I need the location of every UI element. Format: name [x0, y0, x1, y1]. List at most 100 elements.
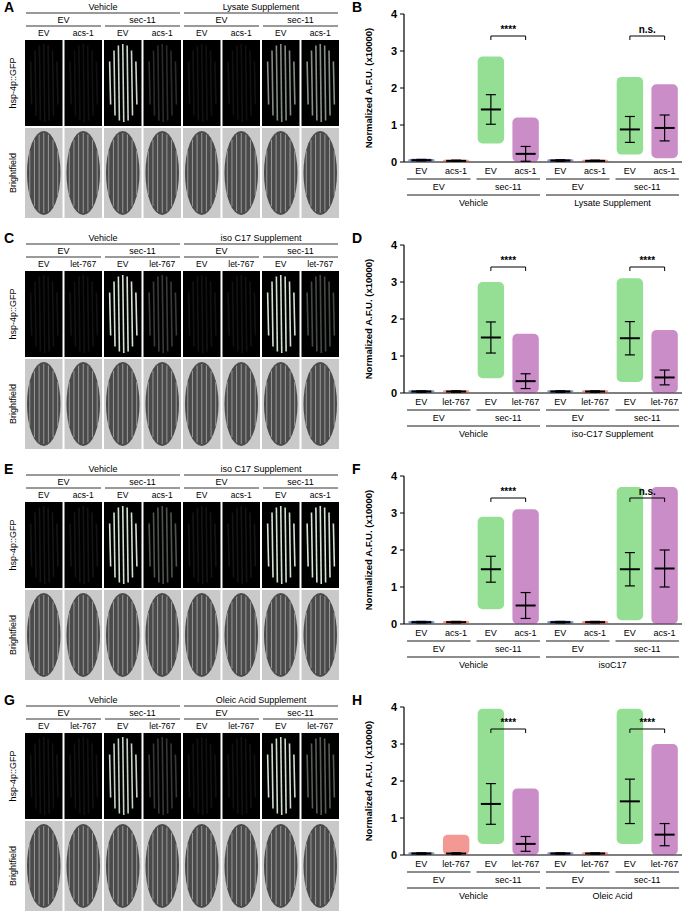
treatment-header: Lysate Supplement [223, 2, 300, 12]
gfp-worm [276, 739, 277, 814]
x-tick-label: EV [554, 397, 566, 407]
gfp-image [65, 40, 103, 126]
significance-bracket [491, 729, 526, 733]
significance-label: n.s. [639, 24, 656, 35]
group-line [407, 657, 540, 658]
y-tick [400, 245, 404, 246]
brightfield-worm [162, 826, 163, 906]
gfp-worm [70, 523, 71, 566]
gfp-worm [307, 292, 308, 335]
brightfield-worm [215, 613, 216, 657]
gfp-worm [281, 275, 282, 353]
brightfield-worm [108, 613, 109, 657]
distribution [408, 390, 434, 393]
rnai-header: sec-11 [129, 15, 155, 25]
gfp-worm [233, 282, 234, 347]
brightfield-worm [245, 597, 246, 674]
significance-label: **** [500, 486, 516, 497]
gfp-worm [149, 523, 150, 566]
distribution [512, 509, 538, 624]
brightfield-worm [113, 140, 114, 207]
brightfield-worm [152, 602, 153, 669]
brightfield-worm [92, 602, 93, 669]
brightfield-image [262, 128, 300, 218]
brightfield-worm [113, 833, 114, 900]
gfp-worm [53, 51, 54, 116]
y-tick-label: 3 [391, 738, 397, 750]
brightfield-image [302, 128, 340, 218]
brightfield-image [144, 359, 182, 449]
rnai-header: sec-11 [129, 477, 155, 487]
gfp-worm [118, 739, 119, 814]
rnai-header: EV [57, 477, 69, 487]
brightfield-worm [162, 133, 163, 213]
x-tick-label: let-767 [581, 397, 609, 407]
brightfield-worm [324, 135, 325, 212]
brightfield-worm [236, 828, 237, 905]
brightfield-worm [48, 597, 49, 674]
chart: FNormalized A.F.U. (x10000)01234EVacs-1E… [352, 461, 682, 670]
gfp-worm [254, 523, 255, 566]
brightfield-worm [83, 826, 84, 906]
significance-bracket [630, 36, 665, 40]
gfp-worm [241, 275, 242, 353]
column-label: EV [38, 721, 50, 731]
gfp-worm [158, 739, 159, 814]
brightfield-worm [334, 844, 335, 888]
brightfield-worm [73, 371, 74, 438]
gfp-worm [211, 51, 212, 116]
gfp-worm [70, 61, 71, 104]
gfp-worm [171, 282, 172, 347]
gfp-worm [171, 744, 172, 809]
y-tick [400, 781, 404, 782]
gfp-worm [171, 51, 172, 116]
group-line [546, 426, 679, 427]
y-tick [400, 162, 404, 163]
y-tick-label: 4 [391, 701, 398, 713]
gfp-worm [48, 46, 49, 121]
brightfield-image [262, 821, 300, 911]
gfp-worm [202, 506, 203, 584]
header-line [184, 257, 259, 258]
gfp-worm [171, 513, 172, 578]
mean-line [655, 376, 675, 378]
brightfield-worms [185, 824, 219, 908]
gfp-worm [123, 275, 124, 353]
x-tick-label: acs-1 [654, 628, 676, 638]
x-tick-label: EV [624, 397, 636, 407]
row-label: hsp-4p::GFP [8, 288, 18, 339]
mean-line [655, 834, 675, 836]
column-label: EV [196, 490, 208, 500]
gfp-worm [35, 513, 36, 578]
brightfield-worm [206, 135, 207, 212]
brightfield-worm [285, 135, 286, 212]
gfp-worm [136, 292, 137, 335]
y-tick-label: 3 [391, 45, 397, 57]
gfp-worm [149, 754, 150, 797]
gfp-worm [233, 513, 234, 578]
brightfield-worm [166, 135, 167, 212]
gfp-worm [132, 744, 133, 809]
y-tick [400, 513, 404, 514]
panel-label: C [4, 230, 14, 246]
gfp-worm [162, 275, 163, 353]
gfp-worm [35, 744, 36, 809]
x-tick-label: acs-1 [515, 628, 537, 638]
gfp-worm [325, 739, 326, 814]
rnai-header: sec-11 [287, 246, 313, 256]
x-tick-label: let-767 [442, 859, 470, 869]
data-marks [408, 709, 678, 855]
rnai-group-label: EV [572, 182, 584, 192]
brightfield-worm [236, 135, 237, 212]
gfp-worm [132, 282, 133, 347]
brightfield-image [223, 128, 261, 218]
gfp-worm [75, 513, 76, 578]
column-label: let-767 [228, 721, 254, 731]
error-cap [521, 618, 531, 619]
brightfield-worm [152, 371, 153, 438]
gfp-image [104, 502, 142, 588]
gfp-worm [215, 754, 216, 797]
mean-line [446, 391, 466, 393]
brightfield-worm [211, 602, 212, 669]
brightfield-worm [334, 382, 335, 426]
